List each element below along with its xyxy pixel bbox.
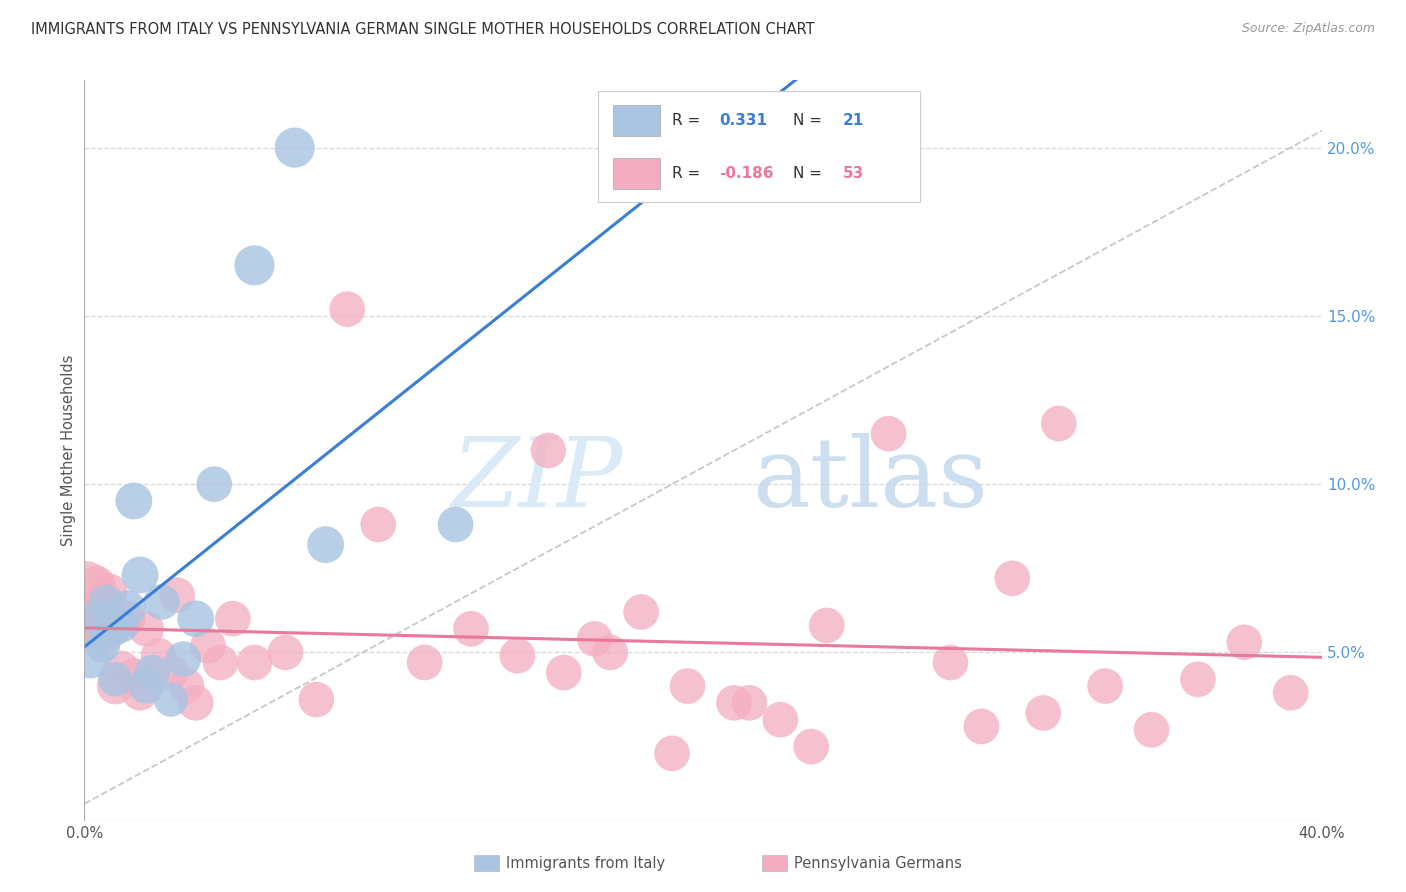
FancyBboxPatch shape: [598, 91, 920, 202]
Point: [738, 696, 761, 710]
Point: [939, 656, 962, 670]
Point: [129, 686, 152, 700]
Point: [202, 477, 225, 491]
Point: [104, 679, 127, 693]
Text: 53: 53: [842, 166, 865, 181]
Point: [184, 612, 207, 626]
Point: [86, 578, 108, 592]
Point: [305, 692, 328, 706]
Point: [135, 679, 157, 693]
Text: 21: 21: [842, 112, 865, 128]
Point: [460, 622, 482, 636]
Point: [83, 601, 105, 615]
Point: [122, 494, 145, 508]
Point: [135, 622, 157, 636]
Point: [79, 652, 101, 666]
Point: [336, 302, 359, 317]
Point: [101, 622, 124, 636]
Y-axis label: Single Mother Households: Single Mother Households: [60, 355, 76, 546]
Point: [1233, 635, 1256, 649]
Text: R =: R =: [672, 166, 706, 181]
Point: [79, 612, 101, 626]
Bar: [613, 105, 659, 136]
Point: [110, 662, 132, 676]
Point: [94, 595, 117, 609]
Point: [184, 696, 207, 710]
Point: [444, 517, 467, 532]
Point: [1094, 679, 1116, 693]
Point: [315, 538, 337, 552]
Point: [104, 673, 127, 687]
Point: [148, 648, 170, 663]
Point: [209, 656, 232, 670]
Point: [243, 258, 266, 272]
Text: atlas: atlas: [752, 434, 988, 527]
Point: [877, 426, 900, 441]
Point: [117, 612, 139, 626]
Point: [197, 639, 219, 653]
Point: [676, 679, 699, 693]
Point: [91, 628, 114, 642]
Point: [769, 713, 792, 727]
Text: N =: N =: [793, 112, 827, 128]
Point: [117, 601, 139, 615]
Point: [800, 739, 823, 754]
Text: ZIP: ZIP: [451, 434, 623, 527]
Text: -0.186: -0.186: [718, 166, 773, 181]
Point: [723, 696, 745, 710]
Point: [176, 679, 198, 693]
Point: [284, 140, 307, 154]
Point: [537, 443, 560, 458]
Point: [160, 665, 183, 680]
Point: [630, 605, 652, 619]
Point: [141, 665, 163, 680]
Text: N =: N =: [793, 166, 827, 181]
Point: [1032, 706, 1054, 720]
Point: [599, 645, 621, 659]
Point: [122, 669, 145, 683]
Point: [172, 652, 194, 666]
Point: [506, 648, 529, 663]
Point: [1047, 417, 1070, 431]
Point: [73, 584, 96, 599]
Text: Immigrants from Italy: Immigrants from Italy: [506, 856, 665, 871]
Point: [91, 639, 114, 653]
Point: [583, 632, 606, 646]
Point: [222, 612, 245, 626]
Point: [243, 656, 266, 670]
Point: [89, 618, 111, 632]
Point: [274, 645, 297, 659]
Point: [94, 595, 117, 609]
Point: [1001, 571, 1024, 585]
Text: Pennsylvania Germans: Pennsylvania Germans: [794, 856, 962, 871]
Point: [1140, 723, 1163, 737]
Point: [367, 517, 389, 532]
Point: [815, 618, 838, 632]
Point: [970, 719, 993, 733]
Point: [150, 595, 173, 609]
Point: [86, 612, 108, 626]
Point: [166, 588, 188, 602]
Point: [553, 665, 575, 680]
Point: [661, 747, 683, 761]
Point: [110, 618, 132, 632]
Point: [160, 692, 183, 706]
Bar: [613, 158, 659, 189]
Point: [129, 568, 152, 582]
Text: IMMIGRANTS FROM ITALY VS PENNSYLVANIA GERMAN SINGLE MOTHER HOUSEHOLDS CORRELATIO: IMMIGRANTS FROM ITALY VS PENNSYLVANIA GE…: [31, 22, 814, 37]
Point: [413, 656, 436, 670]
Point: [1187, 673, 1209, 687]
Text: R =: R =: [672, 112, 706, 128]
Text: 0.331: 0.331: [718, 112, 768, 128]
Point: [98, 584, 121, 599]
Point: [1279, 686, 1302, 700]
Text: Source: ZipAtlas.com: Source: ZipAtlas.com: [1241, 22, 1375, 36]
